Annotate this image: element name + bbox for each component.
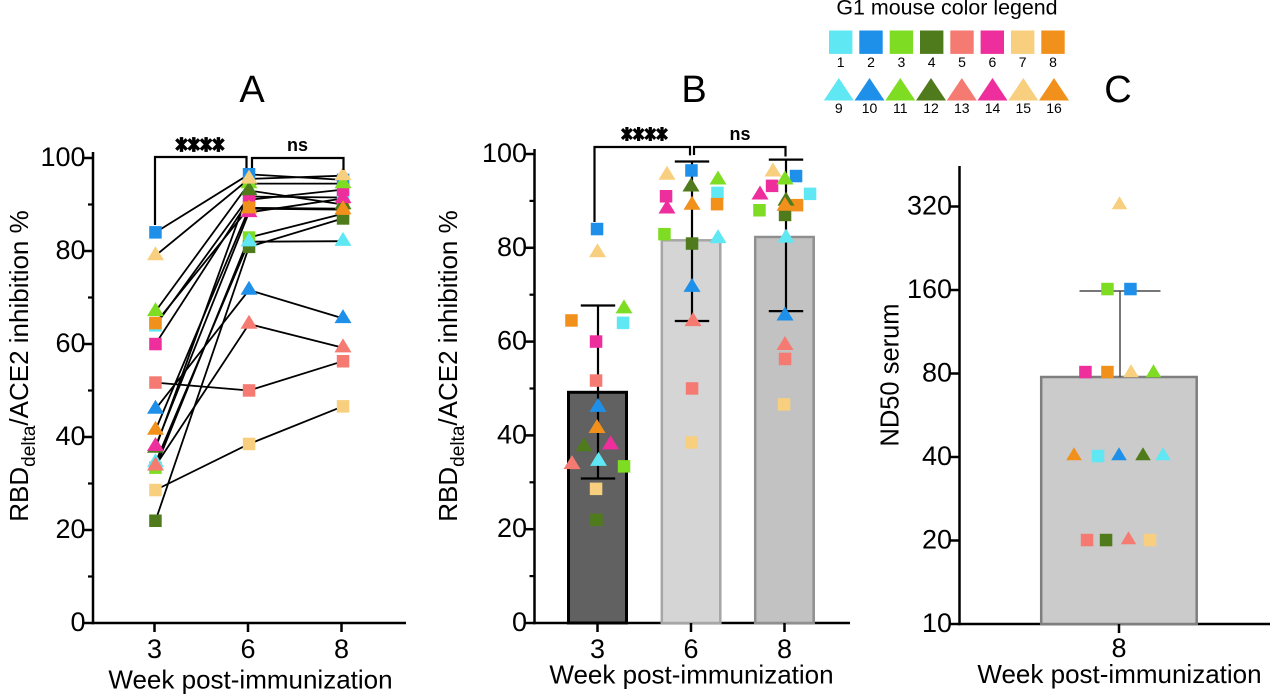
svg-text:15: 15 bbox=[1016, 100, 1032, 116]
svg-text:ns: ns bbox=[729, 124, 750, 144]
svg-text:A: A bbox=[239, 69, 265, 111]
svg-text:10: 10 bbox=[922, 608, 952, 638]
svg-text:7: 7 bbox=[1019, 54, 1027, 70]
svg-text:320: 320 bbox=[907, 191, 952, 221]
svg-text:8: 8 bbox=[334, 634, 349, 664]
svg-text:6: 6 bbox=[989, 54, 997, 70]
svg-text:Week post-immunization: Week post-immunization bbox=[108, 665, 392, 695]
svg-text:16: 16 bbox=[1046, 100, 1062, 116]
svg-text:100: 100 bbox=[482, 138, 527, 168]
svg-text:80: 80 bbox=[497, 232, 527, 262]
svg-text:10: 10 bbox=[862, 100, 878, 116]
svg-text:Week post-immunization: Week post-immunization bbox=[549, 660, 833, 690]
svg-text:0: 0 bbox=[70, 607, 85, 637]
svg-text:80: 80 bbox=[55, 235, 85, 265]
svg-text:14: 14 bbox=[985, 100, 1001, 116]
svg-text:B: B bbox=[681, 69, 706, 111]
svg-text:80: 80 bbox=[922, 358, 952, 388]
svg-text:160: 160 bbox=[907, 274, 952, 304]
svg-text:3: 3 bbox=[590, 634, 605, 664]
svg-text:ns: ns bbox=[287, 135, 308, 155]
svg-text:1: 1 bbox=[837, 54, 845, 70]
svg-text:9: 9 bbox=[835, 100, 843, 116]
svg-text:C: C bbox=[1104, 69, 1131, 111]
svg-text:6: 6 bbox=[240, 634, 255, 664]
svg-text:G1 mouse color legend: G1 mouse color legend bbox=[836, 0, 1057, 20]
svg-text:40: 40 bbox=[55, 421, 85, 451]
svg-text:6: 6 bbox=[683, 634, 698, 664]
svg-text:40: 40 bbox=[922, 441, 952, 471]
svg-text:3: 3 bbox=[147, 634, 162, 664]
svg-text:2: 2 bbox=[867, 54, 875, 70]
svg-text:11: 11 bbox=[893, 100, 908, 116]
svg-text:40: 40 bbox=[497, 419, 527, 449]
svg-text:ND50 serum: ND50 serum bbox=[877, 303, 905, 446]
svg-text:60: 60 bbox=[55, 328, 85, 358]
svg-text:Week post-immunization: Week post-immunization bbox=[977, 659, 1261, 689]
svg-text:100: 100 bbox=[40, 142, 85, 172]
svg-text:20: 20 bbox=[497, 513, 527, 543]
svg-text:8: 8 bbox=[1049, 54, 1057, 70]
svg-text:20: 20 bbox=[922, 525, 952, 555]
svg-text:60: 60 bbox=[497, 326, 527, 356]
svg-text:12: 12 bbox=[923, 100, 939, 116]
svg-text:13: 13 bbox=[954, 100, 970, 116]
svg-text:20: 20 bbox=[55, 514, 85, 544]
svg-text:4: 4 bbox=[928, 54, 936, 70]
svg-text:8: 8 bbox=[1111, 633, 1126, 663]
svg-text:8: 8 bbox=[777, 634, 792, 664]
svg-text:5: 5 bbox=[958, 54, 966, 70]
svg-text:3: 3 bbox=[898, 54, 906, 70]
svg-text:0: 0 bbox=[512, 607, 527, 637]
